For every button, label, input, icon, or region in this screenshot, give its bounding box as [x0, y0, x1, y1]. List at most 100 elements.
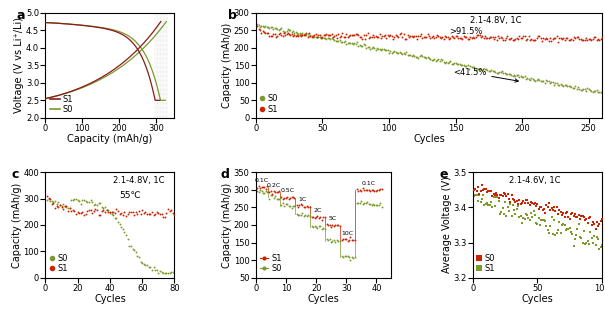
Point	[419, 34, 428, 39]
Point	[515, 75, 525, 80]
Point	[583, 220, 593, 226]
Point	[597, 242, 605, 248]
Point	[267, 33, 276, 38]
Point	[304, 31, 314, 36]
Point	[134, 208, 144, 213]
Point	[488, 35, 498, 40]
Point	[569, 244, 578, 249]
Point	[116, 211, 126, 216]
Point	[505, 199, 515, 204]
Point	[512, 35, 522, 41]
Point	[273, 196, 283, 201]
Point	[375, 32, 385, 37]
Point	[257, 184, 266, 189]
Point	[86, 198, 96, 203]
Point	[267, 192, 277, 197]
Point	[503, 72, 512, 77]
Point	[532, 201, 542, 206]
Point	[275, 27, 285, 32]
Point	[288, 194, 298, 199]
Point	[592, 234, 601, 240]
Point	[403, 53, 413, 58]
Point	[352, 201, 362, 206]
Point	[540, 80, 549, 85]
Point	[506, 72, 516, 78]
Point	[362, 187, 372, 192]
Point	[514, 197, 524, 203]
Point	[565, 37, 575, 42]
Point	[590, 243, 600, 248]
Point	[565, 225, 575, 230]
Point	[113, 208, 123, 213]
Point	[363, 31, 373, 36]
Point	[586, 229, 595, 234]
Point	[472, 188, 482, 193]
Point	[60, 203, 70, 208]
Point	[353, 201, 363, 206]
Point	[269, 31, 278, 36]
Point	[581, 216, 591, 221]
Point	[490, 192, 500, 197]
Point	[569, 85, 579, 90]
Point	[371, 48, 381, 53]
Point	[115, 211, 125, 216]
Point	[267, 24, 276, 29]
Point	[105, 209, 115, 214]
Point	[544, 201, 554, 206]
Y-axis label: Capacity (mAh/g): Capacity (mAh/g)	[12, 182, 22, 268]
Point	[560, 215, 569, 220]
Point	[509, 38, 519, 43]
Point	[534, 215, 543, 220]
Point	[572, 87, 581, 92]
Point	[293, 205, 303, 210]
Point	[296, 32, 306, 37]
Point	[266, 25, 275, 30]
Point	[402, 37, 411, 42]
Point	[404, 34, 414, 40]
Point	[298, 211, 307, 216]
Point	[590, 34, 600, 39]
Legend: S1, S0: S1, S0	[260, 254, 282, 273]
Point	[405, 33, 415, 38]
Point	[564, 84, 574, 89]
Point	[399, 31, 408, 36]
Point	[352, 32, 362, 37]
Point	[276, 33, 286, 38]
Point	[460, 64, 469, 69]
Point	[376, 48, 386, 53]
Point	[287, 32, 296, 37]
Point	[503, 204, 512, 210]
Point	[166, 270, 176, 275]
Point	[264, 197, 274, 202]
Point	[526, 37, 536, 42]
Point	[556, 210, 566, 215]
Point	[335, 34, 345, 39]
Point	[270, 32, 280, 37]
Point	[70, 196, 79, 201]
Point	[319, 226, 329, 232]
Point	[525, 217, 534, 222]
Point	[546, 39, 556, 44]
Point	[84, 208, 94, 213]
Point	[318, 215, 328, 220]
Point	[50, 199, 60, 204]
Point	[488, 68, 498, 73]
Point	[44, 197, 53, 202]
Point	[496, 35, 506, 40]
Point	[475, 33, 485, 38]
Point	[493, 33, 503, 38]
Point	[358, 202, 368, 207]
Point	[548, 207, 558, 212]
Point	[570, 237, 580, 242]
Point	[472, 193, 482, 198]
Point	[283, 201, 292, 206]
Point	[506, 35, 516, 41]
Point	[585, 88, 595, 93]
Point	[362, 46, 371, 51]
Point	[270, 189, 280, 194]
Point	[528, 77, 538, 82]
Point	[407, 53, 416, 58]
Point	[544, 78, 554, 84]
Point	[488, 193, 497, 198]
Point	[157, 270, 166, 275]
